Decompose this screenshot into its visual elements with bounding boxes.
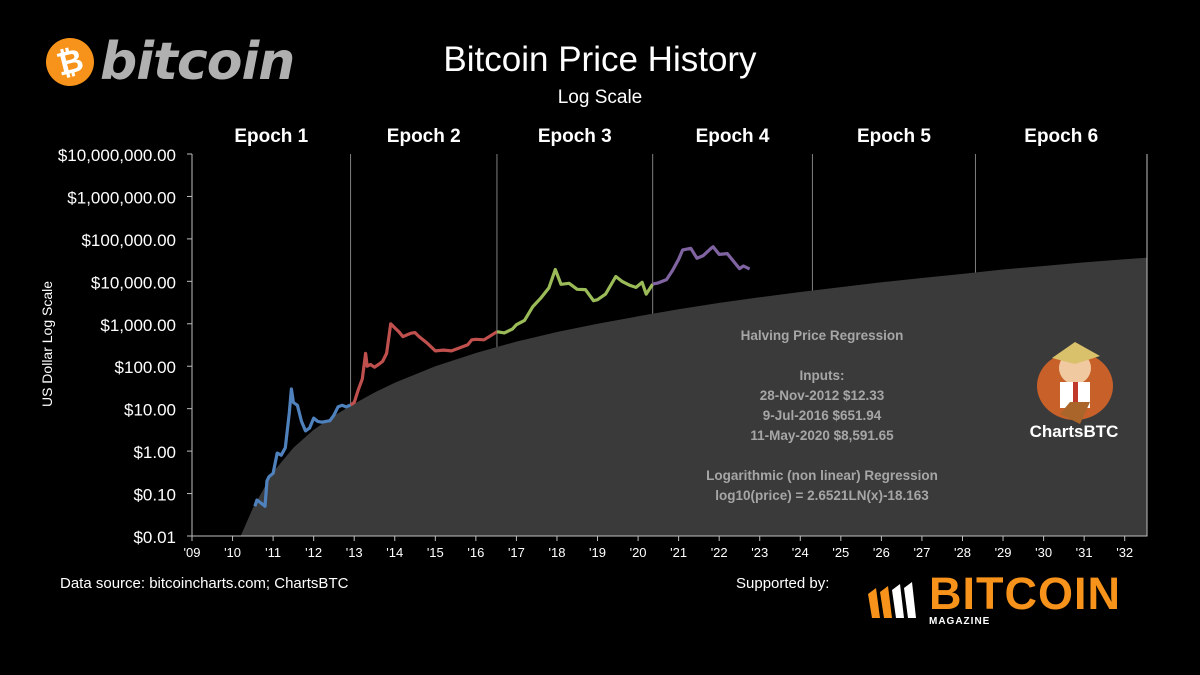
x-tick-label: '31 <box>1076 545 1093 560</box>
price-series-line <box>496 267 655 335</box>
x-tick-label: '27 <box>913 545 930 560</box>
x-tick-label: '10 <box>224 545 241 560</box>
input-line: 11-May-2020 $8,591.65 <box>750 428 894 443</box>
input-line: 9-Jul-2016 $651.94 <box>762 408 882 423</box>
regression-notes: Halving Price Regression Inputs: 28-Nov-… <box>672 326 972 506</box>
y-tick-label: $1,000,000.00 <box>67 188 176 207</box>
regression-type: Logarithmic (non linear) Regression <box>706 468 938 483</box>
y-tick-label: $100,000.00 <box>81 231 176 250</box>
epoch-label: Epoch 3 <box>538 126 612 147</box>
epoch-label: Epoch 6 <box>1024 126 1098 147</box>
x-tick-label: '20 <box>630 545 647 560</box>
magazine-subtitle: MAGAZINE <box>929 616 991 627</box>
bitcoin-wordmark: bitcoin <box>100 32 295 92</box>
y-tick-label: $0.01 <box>133 528 176 547</box>
bitcoin-logo: ₿ bitcoin <box>40 32 295 92</box>
x-tick-label: '32 <box>1116 545 1133 560</box>
y-tick-label: $0.10 <box>133 486 176 505</box>
epoch-label: Epoch 1 <box>234 126 308 147</box>
epoch-label: Epoch 4 <box>696 126 770 147</box>
x-tick-label: '14 <box>386 545 403 560</box>
chart-axes <box>191 154 1148 537</box>
regression-formula: log10(price) = 2.6521LN(x)-18.163 <box>715 488 929 503</box>
chart-title: Bitcoin Price History <box>443 40 757 79</box>
x-tick-label: '28 <box>954 545 971 560</box>
bitcoin-magazine-mark-icon <box>868 582 916 618</box>
epoch-label: Epoch 5 <box>857 126 931 147</box>
bitcoin-magazine-word: BITCOIN <box>929 568 1121 619</box>
chart-subtitle: Log Scale <box>557 87 643 108</box>
bitcoin-magazine-logo: BITCOIN MAGAZINE <box>866 568 1121 627</box>
x-tick-label: '24 <box>792 545 809 560</box>
x-tick-label: '29 <box>995 545 1012 560</box>
y-tick-label: $1.00 <box>133 443 176 462</box>
x-tick-label: '11 <box>265 545 281 560</box>
y-tick-label: $1,000.00 <box>100 316 176 335</box>
price-series-line <box>652 245 751 286</box>
epoch-label: Epoch 2 <box>387 126 461 147</box>
y-tick-label: $100.00 <box>115 358 176 377</box>
data-source: Data source: bitcoincharts.com; ChartsBT… <box>60 575 349 592</box>
x-tick-label: '30 <box>1035 545 1052 560</box>
x-tick-label: '19 <box>589 545 606 560</box>
regression-area <box>240 257 1147 536</box>
x-tick-label: '12 <box>305 545 322 560</box>
price-series-line <box>253 387 352 508</box>
y-tick-label: $10.00 <box>124 401 176 420</box>
inputs-label: Inputs: <box>799 368 845 383</box>
x-tick-label: '21 <box>670 545 687 560</box>
x-tick-label: '17 <box>508 545 525 560</box>
y-tick-label: $10,000,000.00 <box>58 146 176 165</box>
x-tick-label: '25 <box>832 545 849 560</box>
x-tick-label: '15 <box>427 545 444 560</box>
chartsbtc-mascot-icon <box>1037 342 1113 424</box>
x-tick-label: '16 <box>467 545 484 560</box>
y-tick-label: $10,000.00 <box>91 273 176 292</box>
chartsbtc-label: ChartsBTC <box>1029 422 1119 441</box>
x-tick-label: '18 <box>548 545 565 560</box>
x-tick-label: '23 <box>751 545 768 560</box>
x-tick-label: '26 <box>873 545 890 560</box>
price-series-line <box>349 322 498 407</box>
y-axis-label: US Dollar Log Scale <box>39 280 55 408</box>
regression-title: Halving Price Regression <box>740 328 904 343</box>
x-tick-label: '09 <box>184 545 201 560</box>
supported-by-label: Supported by: <box>736 575 830 592</box>
x-tick-label: '13 <box>346 545 363 560</box>
x-tick-label: '22 <box>711 545 728 560</box>
input-line: 28-Nov-2012 $12.33 <box>759 388 885 403</box>
